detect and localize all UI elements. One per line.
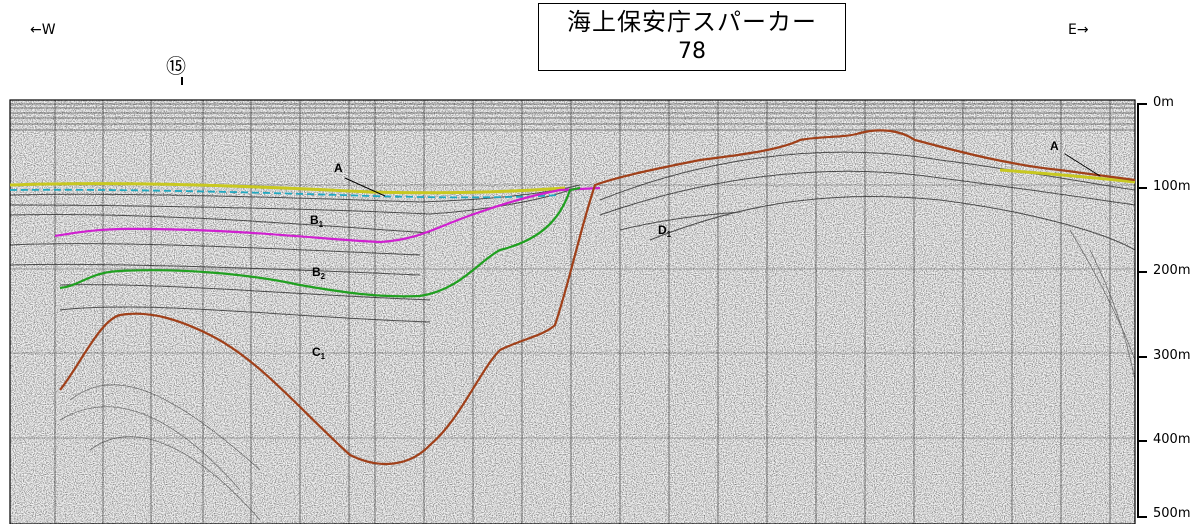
depth-tick xyxy=(1137,103,1147,105)
unit-a-leader-left xyxy=(344,177,386,197)
seismic-texture xyxy=(10,100,1135,524)
depth-label-300: 300m xyxy=(1153,348,1191,363)
depth-tick xyxy=(1137,187,1147,189)
unit-a-leader-right xyxy=(1064,153,1101,177)
brown-reflector xyxy=(59,129,1136,466)
seafloor-reflector-right xyxy=(999,168,1136,184)
line-number: 78 xyxy=(678,39,706,64)
depth-label-500: 500m xyxy=(1153,506,1191,521)
depth-scale-axis xyxy=(1137,103,1139,517)
unit-label-a-right: A xyxy=(1050,139,1059,153)
title-box: 海上保安庁スパーカー 78 xyxy=(538,3,846,71)
depth-tick xyxy=(1137,516,1147,518)
unit-label-b2: B2 xyxy=(312,265,326,281)
unit-label-c1: C1 xyxy=(312,345,326,361)
depth-label-400: 400m xyxy=(1153,432,1191,447)
magenta-reflector xyxy=(54,186,601,244)
depth-tick xyxy=(1137,440,1147,442)
depth-tick xyxy=(1137,271,1147,273)
west-direction-label: ←W xyxy=(30,22,56,38)
cyan-reflector xyxy=(9,188,561,199)
unit-label-a-left: A xyxy=(334,161,343,175)
unit-label-d1: D1 xyxy=(658,223,672,239)
survey-title: 海上保安庁スパーカー xyxy=(567,8,817,36)
depth-tick xyxy=(1137,356,1147,358)
station-marker: ⑮ xyxy=(166,54,186,78)
seafloor-reflector xyxy=(9,182,566,195)
unit-label-b1: B1 xyxy=(310,213,324,229)
depth-label-100: 100m xyxy=(1153,179,1191,194)
east-direction-label: E→ xyxy=(1068,22,1089,38)
station-tick xyxy=(181,77,183,85)
section-frame xyxy=(9,99,1136,524)
depth-label-0: 0m xyxy=(1153,95,1174,110)
green-reflector xyxy=(59,186,581,298)
depth-label-200: 200m xyxy=(1153,263,1191,278)
